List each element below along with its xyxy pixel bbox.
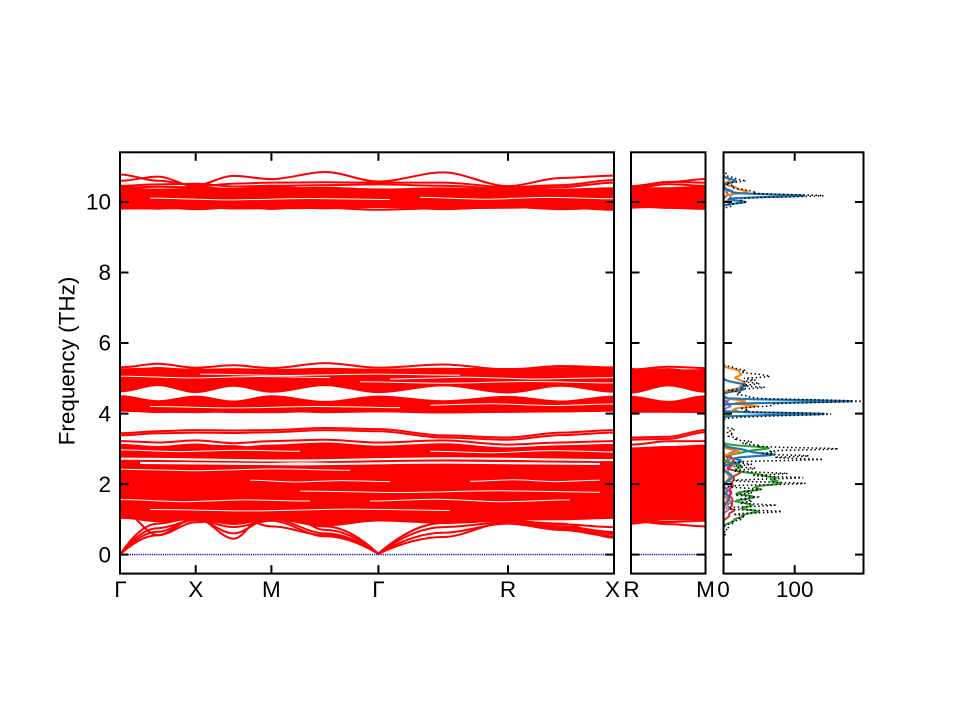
svg-text:R: R [500, 577, 516, 602]
svg-text:R: R [623, 577, 639, 602]
svg-text:4: 4 [98, 401, 111, 426]
svg-text:8: 8 [98, 260, 111, 285]
svg-text:X: X [605, 577, 620, 602]
svg-text:X: X [188, 577, 203, 602]
svg-text:0: 0 [717, 577, 730, 602]
svg-text:100: 100 [776, 577, 814, 602]
svg-text:M: M [262, 577, 281, 602]
svg-text:Frequency (THz): Frequency (THz) [55, 277, 80, 446]
svg-text:2: 2 [98, 472, 111, 497]
svg-text:10: 10 [86, 190, 111, 215]
svg-text:Γ: Γ [372, 577, 384, 602]
svg-text:Γ: Γ [114, 577, 126, 602]
svg-text:6: 6 [98, 331, 111, 356]
svg-text:M: M [696, 577, 715, 602]
svg-text:0: 0 [98, 542, 111, 567]
